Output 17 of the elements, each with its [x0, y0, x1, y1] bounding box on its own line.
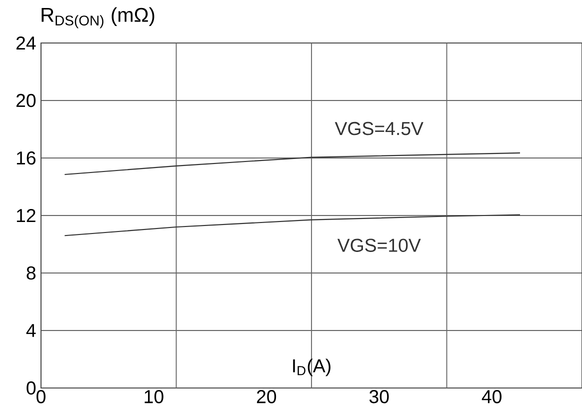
y-tick-label: 12	[16, 208, 36, 222]
x-tick-label: 30	[369, 390, 389, 404]
series-label: VGS=4.5V	[334, 122, 424, 136]
y-tick-label: 4	[26, 324, 36, 337]
y-tick-label: 8	[26, 266, 36, 280]
line-series	[64, 152, 521, 176]
series-label: VGS=10V	[337, 238, 421, 252]
y-tick-label: 16	[16, 151, 36, 165]
y-axis-title: R$_{DS(ON)}$ (mΩ)	[42, 7, 154, 28]
x-tick-label: 10	[144, 390, 164, 404]
x-tick-label: 0	[36, 390, 46, 404]
x-tick-label: 20	[256, 390, 276, 404]
y-tick-label: 20	[16, 94, 36, 108]
x-tick-label: 40	[482, 390, 502, 404]
y-tick-label: 0	[26, 381, 36, 395]
y-tick-label: 24	[16, 36, 36, 50]
line-series	[64, 214, 521, 236]
